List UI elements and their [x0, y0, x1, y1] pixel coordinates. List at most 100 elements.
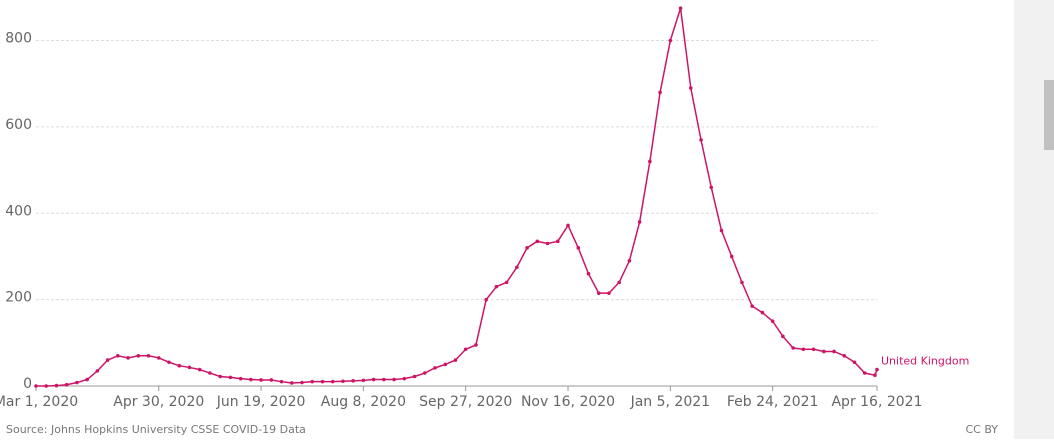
data-point: [228, 375, 233, 380]
data-point: [607, 291, 611, 295]
data-point: [535, 239, 540, 244]
data-point: [875, 367, 879, 372]
data-point: [85, 377, 89, 382]
data-point: [627, 258, 632, 263]
data-point: [44, 384, 49, 388]
data-point: [504, 280, 509, 285]
x-tick-label: Sep 27, 2020: [419, 394, 512, 410]
data-point: [750, 304, 754, 308]
scrollbar-thumb[interactable]: [1044, 80, 1054, 150]
data-point: [361, 378, 366, 383]
data-point: [310, 379, 315, 384]
data-point: [617, 280, 621, 285]
data-point: [555, 239, 560, 244]
data-point: [719, 228, 724, 233]
data-point: [494, 284, 499, 289]
data-point: [392, 377, 396, 382]
data-point: [545, 241, 550, 246]
data-point: [259, 378, 263, 382]
data-point: [781, 334, 785, 339]
data-point: [330, 379, 335, 384]
x-tick-label: Jan 5, 2021: [630, 394, 710, 410]
data-point: [688, 86, 693, 90]
data-point: [269, 378, 274, 382]
data-point: [300, 380, 304, 385]
x-tick-label: Feb 24, 2021: [727, 394, 819, 410]
data-point: [64, 382, 69, 387]
scrollbar-track: [1014, 0, 1054, 439]
data-point: [197, 367, 202, 372]
data-point: [167, 360, 171, 365]
data-point: [791, 346, 795, 350]
data-point: [586, 271, 591, 276]
data-point: [821, 349, 826, 354]
series-line: [36, 7, 878, 387]
data-point: [422, 371, 427, 375]
data-point: [75, 380, 79, 385]
data-point: [832, 349, 836, 354]
data-point: [208, 371, 212, 375]
data-point: [402, 376, 407, 381]
x-tick-label: Apr 16, 2021: [831, 394, 922, 410]
data-point: [136, 353, 141, 358]
data-point: [218, 374, 222, 379]
x-tick-label: Jun 19, 2020: [216, 394, 306, 410]
data-point: [289, 381, 294, 385]
data-point: [668, 38, 673, 43]
data-point: [699, 138, 703, 142]
data-point: [187, 365, 192, 370]
data-point: [126, 356, 130, 360]
data-point: [279, 379, 284, 384]
data-point: [729, 254, 734, 259]
data-point: [238, 376, 243, 381]
y-tick-label: 400: [5, 203, 32, 219]
data-point: [709, 185, 714, 190]
data-point: [842, 353, 847, 358]
data-point: [474, 343, 478, 347]
source-note: Source: Johns Hopkins University CSSE CO…: [6, 423, 306, 436]
data-point: [351, 379, 355, 383]
data-point: [740, 280, 744, 285]
data-point: [443, 362, 448, 367]
x-tick-label: Nov 16, 2020: [521, 394, 615, 410]
data-point: [852, 360, 857, 365]
y-tick-label: 600: [5, 117, 32, 133]
x-tick-label: Aug 8, 2020: [321, 394, 406, 410]
data-point: [658, 90, 662, 95]
data-point: [95, 369, 100, 373]
y-tick-label: 0: [23, 376, 32, 392]
x-tick-label: Mar 1, 2020: [0, 394, 78, 410]
y-tick-label: 200: [5, 290, 32, 306]
data-point: [566, 223, 570, 228]
data-point: [34, 384, 38, 388]
data-point: [811, 347, 816, 352]
data-point: [453, 358, 458, 362]
data-point: [873, 373, 877, 378]
data-point: [156, 356, 161, 360]
x-tick-label: Apr 30, 2020: [113, 394, 204, 410]
data-point: [862, 371, 867, 375]
data-point: [770, 319, 775, 324]
data-point: [801, 347, 806, 352]
data-point: [177, 363, 182, 368]
y-tick-label: 800: [5, 31, 32, 47]
data-point: [678, 6, 683, 10]
data-point: [515, 265, 519, 270]
data-point: [320, 379, 325, 384]
data-point: [760, 310, 765, 315]
data-point: [146, 353, 151, 358]
data-point: [249, 377, 253, 382]
data-point: [637, 220, 642, 224]
data-point: [433, 366, 437, 370]
data-point: [341, 379, 345, 384]
data-point: [371, 377, 376, 382]
data-point: [382, 377, 386, 382]
data-point: [463, 347, 468, 352]
data-point: [648, 159, 652, 164]
data-point: [105, 358, 110, 362]
data-point: [412, 374, 417, 379]
data-point: [54, 383, 59, 388]
license: CC BY: [965, 423, 998, 436]
